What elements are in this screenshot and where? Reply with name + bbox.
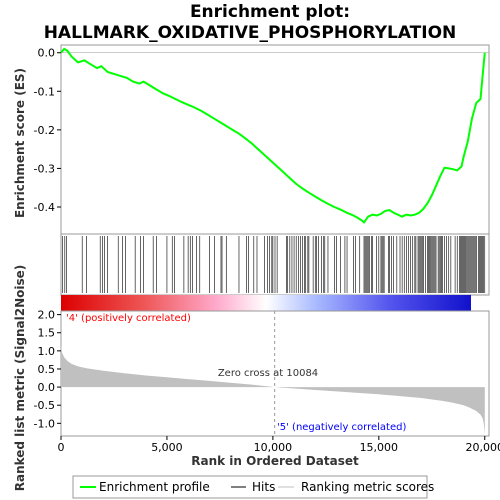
es-y-tick-label: 0.0	[38, 47, 56, 60]
rank-y-tick-label: 0.5	[38, 363, 56, 376]
x-axis-label: Rank in Ordered Dataset	[191, 454, 359, 468]
rank-y-tick-label: 0.0	[38, 381, 56, 394]
legend: Enrichment profile Hits Ranking metric s…	[72, 475, 434, 499]
x-tick-label: 0	[58, 441, 65, 454]
rank-y-tick-label: 2.0	[38, 309, 56, 322]
es-panel: 0.0 -0.1 -0.2 -0.3 -0.4 Enrichment score (ES…	[13, 44, 490, 235]
es-y-tick-label: -0.4	[34, 201, 55, 214]
rank-y-axis-label: Ranked list metric (Signal2Noise)	[13, 265, 27, 492]
rank-y-ticks: 2.0 1.5 1.0 0.5 0.0 -0.5 -1.0	[34, 309, 61, 430]
rank-y-tick-label: -0.5	[34, 399, 55, 412]
x-tick-label: 20,000	[466, 441, 500, 454]
es-y-tick-label: -0.1	[34, 85, 55, 98]
enrichment-profile-line	[60, 47, 486, 224]
zero-cross-label: Zero cross at 10084	[218, 368, 318, 379]
chart-title-line2: HALLMARK_OXIDATIVE_PHOSPHORYLATION	[44, 23, 457, 43]
hits-panel	[60, 233, 490, 296]
legend-ranking-label: Ranking metric scores	[301, 480, 434, 494]
es-panel-frame	[60, 44, 490, 235]
ranking-metric-area	[61, 345, 485, 435]
rank-y-tick-label: 1.0	[38, 345, 56, 358]
rank-panel: 2.0 1.5 1.0 0.5 0.0 -0.5 -1.0 '4' (positively …	[13, 265, 490, 492]
x-tick-label: 15,000	[360, 441, 399, 454]
es-y-axis-label: Enrichment score (ES)	[13, 68, 27, 218]
x-tick-label: 5,000	[151, 441, 183, 454]
es-y-ticks: 0.0 -0.1 -0.2 -0.3 -0.4	[34, 47, 61, 214]
neg-correlated-label: '5' (negatively correlated)	[277, 422, 406, 433]
hit-marks	[62, 236, 486, 293]
legend-hits-label: Hits	[252, 480, 275, 494]
pos-correlated-label: '4' (positively correlated)	[66, 313, 191, 324]
chart-title-line1: Enrichment plot:	[190, 2, 350, 22]
x-tick-label: 10,000	[254, 441, 293, 454]
es-y-tick-label: -0.3	[34, 162, 55, 175]
rank-y-tick-label: 1.5	[38, 327, 56, 340]
rank-y-tick-label: -1.0	[34, 417, 55, 430]
x-ticks: 0 5,000 10,000 15,000 20,000	[58, 436, 500, 454]
rank-color-bar	[61, 295, 471, 311]
legend-enrichment-label: Enrichment profile	[99, 480, 210, 494]
legend-frame	[72, 475, 428, 499]
es-y-tick-label: -0.2	[34, 124, 55, 137]
